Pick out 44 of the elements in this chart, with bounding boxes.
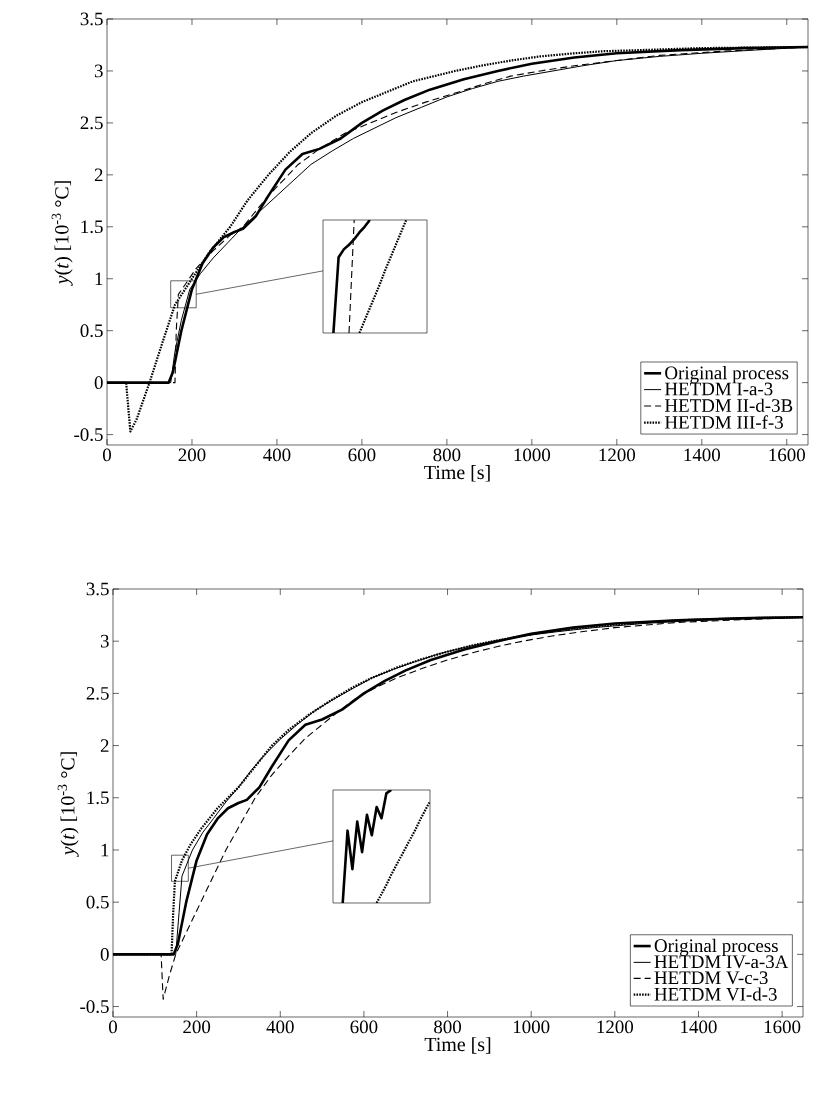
legend-label: Original process (654, 938, 778, 956)
y-tick-label: 1.5 (87, 791, 109, 805)
y-tick-label: 0 (100, 947, 109, 961)
x-tick-label: 800 (434, 1020, 462, 1034)
x-tick-label: 1200 (599, 448, 636, 462)
y-tick-label: 3.5 (86, 582, 109, 596)
y-axis-title: y(t) [10$^{-3}$ °C] (57, 752, 79, 857)
x-tick-label: 1000 (513, 1020, 550, 1034)
x-tick-label: 1600 (769, 448, 805, 462)
y-tick-label: 0 (94, 376, 103, 390)
y-tick-label: 1 (101, 843, 109, 857)
y-tick-label: 3.5 (80, 12, 103, 26)
legend-label: HETDM VI-d-3 (654, 987, 777, 1001)
y-tick-label: 2.5 (80, 116, 103, 130)
x-tick-label: 1400 (684, 448, 720, 462)
y-tick-label: 3 (94, 64, 103, 78)
y-axis-title: y(t) [10$^{-3}$ °C] (51, 181, 73, 286)
legend-label: HETDM III-f-3 (664, 415, 783, 429)
y-tick-label: 2.5 (86, 686, 109, 700)
y-tick-label: 2 (100, 739, 109, 752)
legend-label: HETDM II-d-3B (664, 398, 793, 412)
x-tick-label: 1200 (597, 1020, 634, 1034)
y-tick-label: -0.5 (80, 1000, 109, 1013)
x-axis-title: Time [s] (424, 465, 490, 482)
y-tick-label: -0.5 (74, 428, 103, 442)
y-tick-label: 3 (100, 634, 109, 648)
x-tick-label: 1600 (764, 1020, 801, 1034)
legend-label: HETDM V-c-3 (654, 971, 768, 985)
x-tick-label: 400 (263, 448, 291, 462)
x-tick-label: 600 (350, 1020, 378, 1034)
y-tick-label: 1 (95, 272, 103, 285)
y-tick-label: 1.5 (81, 220, 103, 234)
x-tick-label: 600 (348, 448, 376, 462)
x-tick-label: 200 (183, 1020, 211, 1034)
legend-label: HETDM IV-a-3A (654, 955, 789, 969)
x-tick-label: 200 (178, 448, 206, 462)
x-tick-label: 400 (266, 1020, 294, 1034)
y-tick-label: 0.5 (80, 324, 103, 338)
x-tick-label: 800 (433, 448, 461, 462)
x-axis-title: Time [s] (424, 1037, 491, 1054)
x-tick-label: 1400 (681, 1020, 717, 1034)
y-tick-label: 0.5 (86, 895, 109, 909)
x-tick-label: 1000 (514, 448, 551, 462)
y-tick-label: 2 (94, 168, 103, 182)
